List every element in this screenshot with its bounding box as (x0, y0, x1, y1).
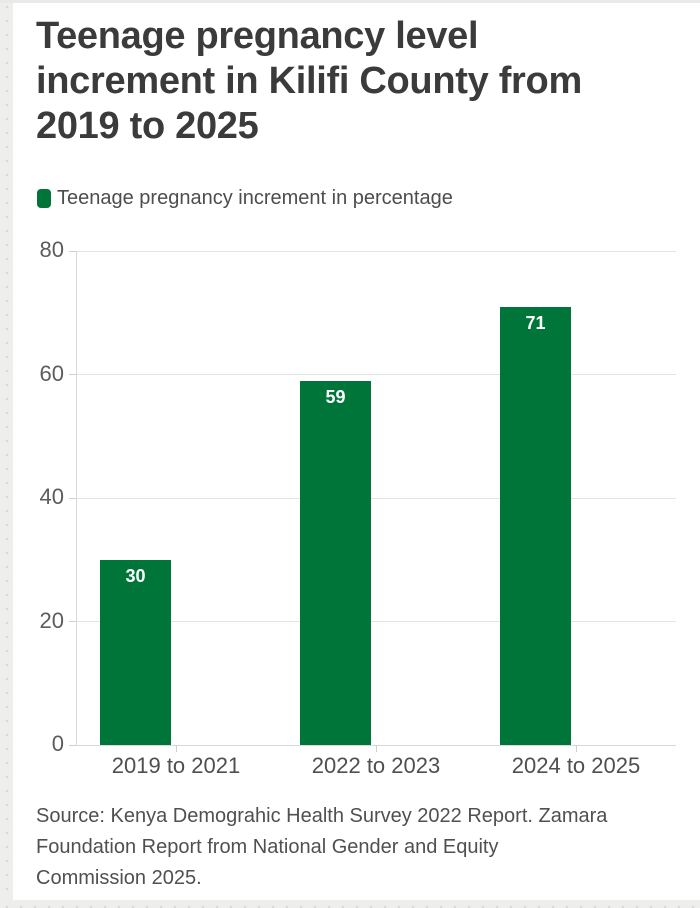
legend-label: Teenage pregnancy increment in percentag… (57, 186, 453, 209)
gridline (76, 250, 676, 252)
chart-legend: Teenage pregnancy increment in percentag… (37, 186, 453, 210)
bar-value-label: 71 (525, 312, 546, 333)
gridline (76, 374, 676, 375)
bar-value-label: 59 (325, 386, 346, 407)
x-tick-mark (176, 745, 177, 752)
x-tick-label: 2024 to 2025 (511, 753, 641, 778)
y-tick-mark (69, 621, 76, 622)
x-tick-label: 2019 to 2021 (111, 753, 241, 778)
y-tick-label: 60 (39, 360, 64, 386)
y-tick-mark (69, 250, 76, 252)
bar: 30 (100, 559, 171, 745)
page-title-line-3: 2019 to 2025 (36, 105, 259, 147)
x-tick-mark (376, 745, 377, 752)
y-tick-label: 80 (39, 237, 64, 262)
gridline (76, 621, 676, 622)
y-tick-mark (69, 374, 76, 375)
top-edge-strip (0, 0, 700, 3)
source-line-1: Source: Kenya Demograhic Health Survey 2… (36, 805, 608, 827)
y-tick-label: 20 (39, 607, 64, 633)
y-axis-line (76, 251, 77, 745)
x-tick-mark (576, 745, 577, 752)
x-tick-label: 2022 to 2023 (311, 753, 441, 778)
source-note: Source: Kenya Demograhic Health Survey 2… (36, 801, 676, 894)
gridline (76, 497, 676, 499)
y-tick-label: 40 (39, 484, 64, 509)
bottom-edge-strip (0, 900, 700, 908)
legend-swatch-icon (37, 188, 51, 208)
page-title-line-1: Teenage pregnancy level (36, 15, 479, 57)
page-title-line-2: increment in Kilifi County from (36, 60, 582, 102)
source-line-3: Commission 2025. (36, 867, 202, 889)
left-edge-strip (0, 0, 13, 908)
bar-value-label: 30 (125, 565, 146, 586)
source-line-2: Foundation Report from National Gender a… (36, 836, 499, 858)
bar: 71 (500, 306, 571, 745)
y-tick-label: 0 (51, 731, 64, 756)
y-tick-mark (69, 744, 76, 746)
y-tick-mark (69, 497, 76, 499)
bar: 59 (300, 380, 371, 745)
page-title: Teenage pregnancy level increment in Kil… (36, 14, 696, 149)
